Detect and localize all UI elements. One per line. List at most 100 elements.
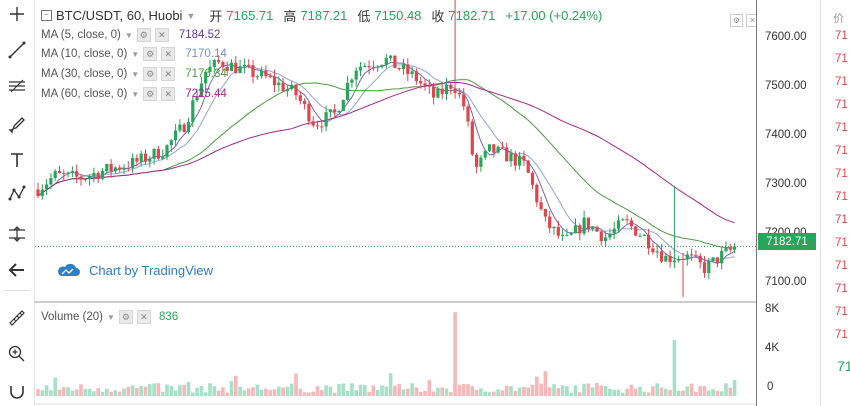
candle-body <box>105 163 109 172</box>
volume-bar <box>371 385 376 396</box>
candle-body <box>591 227 595 229</box>
volume-bar <box>40 390 45 396</box>
orderbook-ask-price[interactable]: 71 <box>835 214 848 226</box>
volume-bar <box>642 391 647 396</box>
candle-body <box>350 79 354 83</box>
volume-bar <box>573 385 578 396</box>
volume-bar <box>83 389 88 396</box>
orderbook-ask-price[interactable]: 71 <box>835 99 848 111</box>
settings-icon[interactable]: ⚙ <box>143 87 158 101</box>
candle-body <box>247 64 251 66</box>
volume-bar <box>431 391 436 396</box>
fib-icon[interactable] <box>0 72 34 100</box>
orderbook-ask-price[interactable]: 71 <box>835 237 848 249</box>
volume-bar <box>698 386 702 396</box>
low-label: 低 <box>357 9 371 24</box>
indicator-ma30[interactable]: MA (30, close, 0) ▼ ⚙ ✕ 7176.34 <box>41 67 227 81</box>
settings-icon[interactable]: ⚙ <box>730 14 743 27</box>
price-tick: 7400.00 <box>765 129 807 141</box>
watermark-text: Chart by TradingView <box>89 262 214 278</box>
candle-body <box>462 94 466 107</box>
volume-bar <box>474 390 479 396</box>
candle-body <box>685 254 689 260</box>
close-icon[interactable]: ✕ <box>161 47 176 61</box>
orderbook-ask-price[interactable]: 71 <box>835 122 848 134</box>
volume-bar <box>57 389 62 396</box>
text-icon[interactable] <box>0 146 34 174</box>
candle-body <box>174 130 178 141</box>
price-tick: 7300.00 <box>765 178 807 190</box>
crosshair-icon[interactable] <box>0 0 34 28</box>
chart-title-bar: − BTC/USDT, 60, Huobi ▼ 开 7165.71 高 7187.2… <box>41 6 602 25</box>
volume-bar <box>178 385 182 396</box>
indicator-ma60[interactable]: MA (60, close, 0) ▼ ⚙ ✕ 7225.44 <box>41 87 227 101</box>
volume-tick: 4K <box>765 342 780 354</box>
chevron-down-icon[interactable]: ▼ <box>131 69 140 79</box>
chevron-down-icon[interactable]: ▼ <box>107 312 115 322</box>
magnet-icon[interactable] <box>0 378 34 406</box>
volume-bar <box>496 389 500 396</box>
orderbook-ask-price[interactable]: 71 <box>835 306 848 318</box>
candle-body <box>470 121 474 155</box>
measure-icon[interactable] <box>0 220 34 248</box>
settings-icon[interactable]: ⚙ <box>143 67 158 81</box>
orderbook-ask-price[interactable]: 71 <box>835 30 848 42</box>
chevron-down-icon[interactable]: ▼ <box>131 49 140 59</box>
chart-area[interactable]: − BTC/USDT, 60, Huobi ▼ 开 7165.71 高 7187.2… <box>35 0 759 406</box>
candle-body <box>199 83 203 97</box>
volume-bar <box>397 384 401 396</box>
close-icon[interactable]: ✕ <box>161 67 176 81</box>
candle-body <box>578 225 582 234</box>
candle-body <box>423 83 427 86</box>
indicator-ma5[interactable]: MA (5, close, 0) ▼ ⚙ ✕ 7184.52 <box>41 28 220 42</box>
volume-legend[interactable]: Volume (20) ▼ ⚙ ✕ 836 <box>41 310 178 324</box>
back-arrow-icon[interactable] <box>0 256 34 284</box>
indicator-ma10[interactable]: MA (10, close, 0) ▼ ⚙ ✕ 7170.14 <box>41 47 227 61</box>
close-icon[interactable]: ✕ <box>136 310 151 324</box>
chevron-down-icon[interactable]: ▼ <box>124 30 133 40</box>
volume-bar <box>629 384 634 396</box>
volume-bar <box>504 385 509 396</box>
tradingview-watermark[interactable]: Chart by TradingView <box>55 262 213 278</box>
orderbook-ask-price[interactable]: 71 <box>835 191 848 203</box>
settings-icon[interactable]: ⚙ <box>118 310 133 324</box>
price-axis[interactable]: 7600.00 7500.00 7400.00 7300.00 7200.00 … <box>756 0 821 406</box>
pattern-icon[interactable] <box>0 180 34 208</box>
volume-value: 836 <box>158 311 179 323</box>
price-chart-svg[interactable] <box>35 0 756 406</box>
candle-body <box>186 122 191 133</box>
symbol-caret-icon[interactable]: ▼ <box>186 10 196 21</box>
orderbook-ask-price[interactable]: 71 <box>835 168 848 180</box>
volume-bar <box>444 388 449 396</box>
candle-body <box>143 153 148 162</box>
collapse-icon[interactable]: − <box>41 10 52 21</box>
orderbook-ask-price[interactable]: 71 <box>835 76 848 88</box>
toolbar-divider <box>4 290 30 291</box>
brush-icon[interactable] <box>0 110 34 138</box>
candle-body <box>561 234 565 236</box>
settings-icon[interactable]: ⚙ <box>136 28 151 42</box>
volume-bar <box>182 384 186 396</box>
volume-bar <box>332 392 337 396</box>
ruler-icon[interactable] <box>0 304 34 332</box>
orderbook-ask-price[interactable]: 71 <box>835 329 848 341</box>
candle-body <box>195 96 199 101</box>
settings-icon[interactable]: ⚙ <box>143 47 158 61</box>
orderbook-ask-price[interactable]: 71 <box>835 53 848 65</box>
volume-bar <box>440 387 444 396</box>
volume-bar <box>251 387 255 396</box>
candle-body <box>496 146 500 153</box>
orderbook-ask-price[interactable]: 71 <box>835 145 848 157</box>
close-icon[interactable]: ✕ <box>154 28 169 42</box>
orderbook-ask-price[interactable]: 71 <box>835 283 848 295</box>
candle-body <box>83 178 87 180</box>
volume-bar <box>487 392 492 396</box>
volume-bar <box>479 388 483 396</box>
close-icon[interactable]: ✕ <box>161 87 176 101</box>
trend-line-icon[interactable] <box>0 36 34 64</box>
volume-bar <box>246 388 251 396</box>
zoom-in-icon[interactable] <box>0 340 34 368</box>
symbol-label[interactable]: BTC/USDT, 60, Huobi <box>56 8 183 23</box>
chevron-down-icon[interactable]: ▼ <box>131 89 140 99</box>
orderbook-ask-price[interactable]: 71 <box>835 260 848 272</box>
